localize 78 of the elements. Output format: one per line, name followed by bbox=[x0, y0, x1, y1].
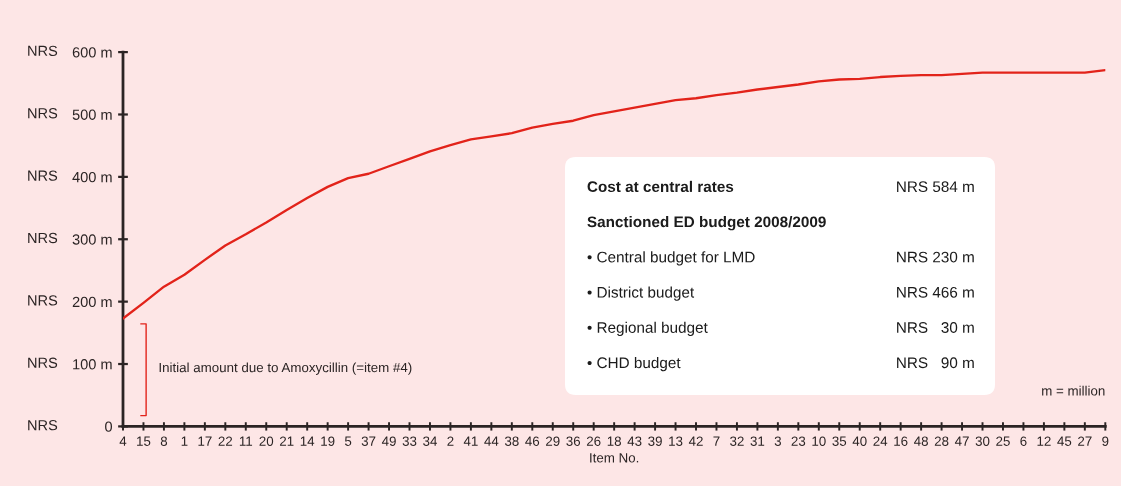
category-label: Cost at central rates bbox=[587, 180, 734, 193]
x-tick-label: 2 bbox=[447, 436, 454, 446]
x-tick-label: 17 bbox=[198, 436, 212, 446]
x-tick-label: 41 bbox=[463, 436, 478, 446]
x-tick-label: 28 bbox=[934, 436, 949, 446]
x-tick-label: 38 bbox=[504, 436, 519, 446]
y-tick-label: 200 m bbox=[72, 296, 112, 308]
category-label: • District budget bbox=[587, 286, 695, 301]
x-tick-label: 49 bbox=[381, 436, 396, 446]
y-tick-label: 600 m bbox=[72, 47, 112, 58]
category-label: • CHD budget bbox=[587, 356, 681, 372]
y-tick-label: 0 bbox=[105, 421, 113, 432]
y-tick-label: 100 m bbox=[73, 359, 112, 370]
y-tick-label: 300 m bbox=[72, 234, 112, 245]
x-tick-label: 13 bbox=[669, 436, 683, 446]
x-tick-label: 25 bbox=[996, 436, 1010, 446]
x-tick-label: 34 bbox=[423, 436, 437, 446]
x-tick-label: 35 bbox=[832, 436, 847, 446]
x-tick-label: 10 bbox=[812, 436, 826, 446]
annotation: Initial amount due to Amoxycillin (=item #4) bbox=[159, 362, 412, 375]
y-tick-label: 400 m bbox=[72, 171, 112, 183]
data-label: NRS 230 m bbox=[897, 251, 974, 263]
category-label: Sanctioned ED budget 2008/2009 bbox=[587, 216, 826, 231]
x-tick-label: 43 bbox=[627, 436, 642, 446]
x-tick-label: 48 bbox=[914, 436, 928, 446]
x-tick-label: 47 bbox=[954, 436, 969, 446]
x-tick-label: 21 bbox=[279, 436, 294, 446]
x-tick-label: 22 bbox=[218, 436, 233, 446]
x-tick-label: 42 bbox=[688, 436, 703, 446]
x-tick-label: 39 bbox=[648, 436, 662, 446]
x-tick-label: 20 bbox=[259, 436, 274, 446]
x-tick-label: 31 bbox=[750, 436, 765, 446]
x-tick-label: 44 bbox=[484, 436, 499, 446]
x-tick-label: 30 bbox=[975, 436, 990, 446]
text: NRS bbox=[28, 357, 58, 368]
x-tick-label: 5 bbox=[344, 436, 352, 446]
x-tick-label: 46 bbox=[525, 436, 540, 446]
x-tick-label: 8 bbox=[160, 436, 168, 446]
y-tick-label: 500 m bbox=[72, 109, 112, 120]
category-label: • Central budget for LMD bbox=[587, 251, 755, 266]
x-tick-label: 33 bbox=[402, 436, 417, 446]
x-tick-label: 11 bbox=[239, 436, 253, 446]
x-tick-label: 23 bbox=[791, 436, 806, 446]
data-label: NRS 30 m bbox=[897, 322, 974, 333]
x-tick-label: 7 bbox=[713, 436, 720, 446]
x-tick-label: 6 bbox=[1020, 436, 1027, 446]
x-axis-title: Item No. bbox=[590, 453, 639, 463]
data-label: NRS 466 m bbox=[897, 286, 974, 298]
text: NRS bbox=[28, 108, 58, 119]
text: NRS bbox=[28, 295, 58, 306]
category-label: • Regional budget bbox=[587, 321, 708, 336]
data-label: NRS 90 m bbox=[897, 357, 974, 369]
annotation: m = million bbox=[1042, 385, 1105, 396]
x-tick-label: 4 bbox=[119, 436, 127, 446]
x-tick-label: 27 bbox=[1078, 436, 1092, 446]
text: NRS bbox=[28, 170, 58, 181]
x-tick-label: 24 bbox=[873, 436, 888, 446]
x-tick-label: 3 bbox=[774, 436, 781, 446]
x-tick-label: 32 bbox=[730, 436, 744, 446]
text: NRS bbox=[28, 45, 58, 57]
line-series bbox=[123, 69, 1106, 320]
x-tick-label: 29 bbox=[546, 436, 560, 446]
x-tick-label: 36 bbox=[566, 436, 581, 446]
x-tick-label: 37 bbox=[361, 436, 376, 446]
x-tick-label: 15 bbox=[137, 436, 151, 446]
x-tick-label: 19 bbox=[321, 436, 335, 446]
x-tick-label: 16 bbox=[894, 436, 908, 446]
x-tick-label: 14 bbox=[300, 436, 315, 446]
y-axis-title: NRS bbox=[28, 419, 58, 431]
x-tick-label: 40 bbox=[852, 436, 867, 446]
x-tick-label: 1 bbox=[181, 436, 188, 446]
data-label: NRS 584 m bbox=[897, 181, 974, 193]
x-tick-label: 12 bbox=[1037, 436, 1051, 446]
x-tick-label: 45 bbox=[1057, 436, 1072, 446]
x-tick-label: 9 bbox=[1102, 436, 1109, 446]
x-tick-label: 18 bbox=[607, 436, 621, 446]
x-tick-label: 26 bbox=[586, 436, 601, 446]
text: NRS bbox=[28, 232, 58, 244]
